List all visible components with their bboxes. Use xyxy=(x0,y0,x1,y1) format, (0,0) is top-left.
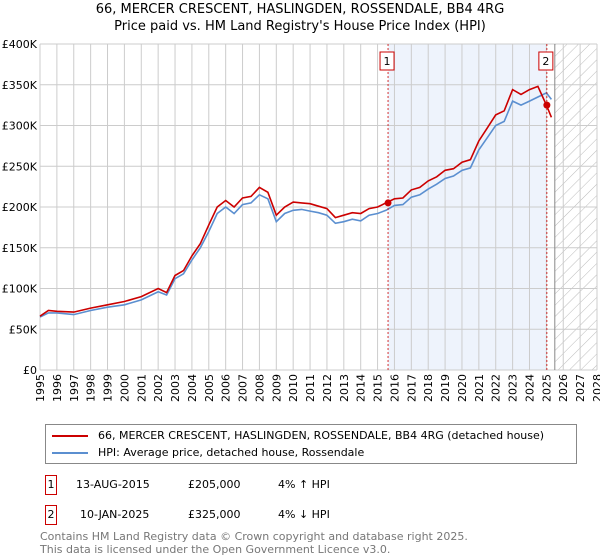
y-tick-label: £100K xyxy=(2,283,38,296)
hpi-line xyxy=(39,91,553,318)
property-line-swatch xyxy=(52,434,88,437)
x-tick-label: 2004 xyxy=(186,374,199,402)
y-tick-label: £300K xyxy=(2,120,38,133)
x-tick-label: 2007 xyxy=(237,374,250,402)
x-tick-label: 1999 xyxy=(102,374,115,402)
x-tick-label: 2017 xyxy=(405,374,418,402)
x-tick-label: 2019 xyxy=(439,374,452,402)
attribution: Contains HM Land Registry data © Crown c… xyxy=(40,530,468,556)
x-tick-label: 2026 xyxy=(557,374,570,402)
x-tick-label: 2018 xyxy=(422,374,435,402)
marker-badge: 1 xyxy=(45,475,57,495)
transaction-price: £205,000 xyxy=(188,478,241,491)
sale-point xyxy=(543,101,551,109)
legend-property: 66, MERCER CRESCENT, HASLINGDEN, ROSSEND… xyxy=(98,429,545,442)
x-tick-label: 2028 xyxy=(591,374,600,402)
x-tick-label: 2020 xyxy=(456,374,469,402)
x-tick-label: 2003 xyxy=(169,374,182,402)
x-tick-label: 2027 xyxy=(574,374,587,402)
attribution-line-2: This data is licensed under the Open Gov… xyxy=(40,543,391,556)
sale-label-box xyxy=(538,51,554,71)
property-price-line xyxy=(39,85,553,317)
x-tick-label: 2022 xyxy=(490,374,503,402)
marker-badge: 2 xyxy=(45,505,57,525)
x-tick-label: 2006 xyxy=(220,374,233,402)
y-tick-label: £200K xyxy=(2,201,38,214)
x-tick-label: 2016 xyxy=(388,374,401,402)
x-tick-label: 2023 xyxy=(507,374,520,402)
sale-label-box xyxy=(379,51,395,71)
chart-title: 66, MERCER CRESCENT, HASLINGDEN, ROSSEND… xyxy=(95,2,505,17)
x-tick-label: 1997 xyxy=(68,374,81,402)
chart-subtitle: Price paid vs. HM Land Registry's House … xyxy=(114,19,486,34)
x-tick-label: 2011 xyxy=(304,374,317,402)
y-tick-label: £50K xyxy=(9,323,38,336)
transaction-date: 10-JAN-2025 xyxy=(80,508,150,521)
y-tick-label: £0 xyxy=(23,364,37,377)
y-tick-label: £350K xyxy=(2,79,38,92)
x-tick-label: 2008 xyxy=(253,374,266,402)
transaction-delta: 4% ↑ HPI xyxy=(278,478,330,491)
x-tick-label: 2024 xyxy=(523,374,536,402)
price-chart: 1995 1996 1997 1998 1999 2000 2001 2002 2003 2004… xyxy=(2,38,600,402)
x-tick-label: 2025 xyxy=(540,374,553,402)
x-tick-label: 2021 xyxy=(473,374,486,402)
x-tick-label: 2012 xyxy=(321,374,334,402)
transaction-date: 13-AUG-2015 xyxy=(76,478,150,491)
transaction-price: £325,000 xyxy=(188,508,241,521)
x-tick-label: 2013 xyxy=(338,374,351,402)
y-tick-label: £250K xyxy=(2,160,38,173)
x-tick-label: 1996 xyxy=(51,374,64,402)
legend-hpi: HPI: Average price, detached house, Ross… xyxy=(98,446,365,459)
sale-point xyxy=(384,199,392,207)
sale-label: 2 xyxy=(542,55,549,68)
x-tick-label: 2005 xyxy=(203,374,216,402)
sale-label: 1 xyxy=(384,55,391,68)
transaction-delta: 4% ↓ HPI xyxy=(278,508,330,521)
x-tick-label: 2009 xyxy=(270,374,283,402)
x-tick-label: 1995 xyxy=(34,374,47,402)
x-tick-label: 2010 xyxy=(287,374,300,402)
x-tick-label: 2014 xyxy=(355,374,368,402)
attribution-line-1: Contains HM Land Registry data © Crown c… xyxy=(40,530,468,543)
y-tick-label: £400K xyxy=(2,38,38,51)
x-tick-label: 2002 xyxy=(152,374,165,402)
legend: 66, MERCER CRESCENT, HASLINGDEN, ROSSEND… xyxy=(45,424,577,464)
y-tick-label: £150K xyxy=(2,242,38,255)
x-tick-label: 2000 xyxy=(118,374,131,402)
hpi-line-swatch xyxy=(52,451,88,454)
x-tick-label: 1998 xyxy=(85,374,98,402)
x-tick-label: 2001 xyxy=(135,374,148,402)
x-tick-label: 2015 xyxy=(372,374,385,402)
